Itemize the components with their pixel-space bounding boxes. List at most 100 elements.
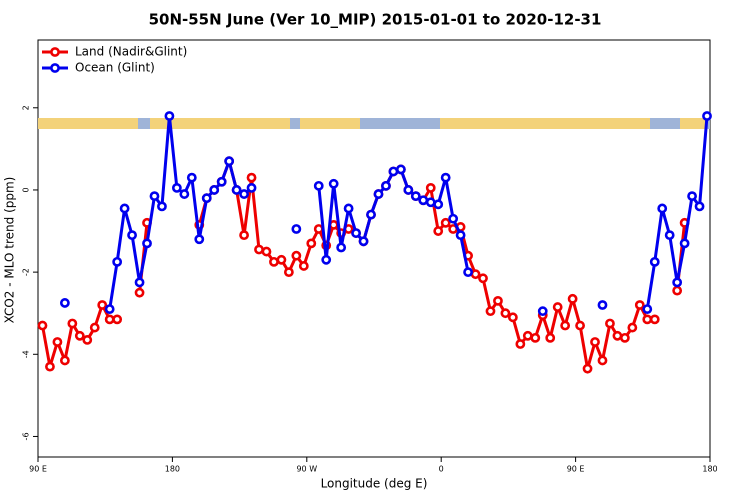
data-point	[522, 330, 533, 341]
data-point	[634, 300, 645, 310]
data-point	[254, 244, 264, 255]
data-point	[642, 314, 653, 325]
land-band	[440, 118, 650, 129]
series-line	[41, 159, 687, 371]
data-point	[448, 213, 459, 224]
data-point	[194, 234, 205, 245]
data-point	[179, 189, 190, 199]
data-point	[664, 230, 675, 241]
data-point	[119, 203, 130, 214]
data-point	[687, 191, 697, 202]
data-point	[433, 199, 444, 210]
data-point	[239, 230, 249, 241]
data-point	[52, 337, 63, 347]
y-tick-label: 2	[22, 105, 31, 110]
data-point	[455, 230, 466, 241]
data-point	[478, 273, 488, 284]
data-point	[261, 246, 272, 257]
data-point	[246, 172, 257, 183]
data-point	[425, 183, 436, 193]
x-tick-label: 180	[702, 465, 717, 474]
data-point	[313, 180, 324, 191]
data-point	[649, 256, 660, 267]
data-point	[597, 355, 608, 366]
data-point	[612, 330, 623, 341]
data-point	[112, 314, 123, 325]
data-point	[530, 332, 541, 343]
data-point	[627, 322, 638, 333]
data-point	[470, 269, 481, 280]
series-line	[108, 114, 709, 310]
data-point	[59, 298, 70, 308]
data-point	[672, 285, 683, 296]
data-point	[134, 277, 145, 288]
data-point	[642, 304, 653, 314]
data-point	[590, 337, 600, 347]
land-band	[300, 118, 360, 129]
data-point	[440, 172, 451, 183]
land-band	[680, 118, 705, 129]
data-point	[582, 363, 593, 374]
data-point	[343, 203, 354, 214]
data-point	[366, 209, 376, 220]
legend-marker	[50, 47, 60, 57]
y-tick-label: -4	[22, 350, 31, 358]
data-point	[171, 183, 182, 193]
data-point	[679, 238, 690, 249]
y-tick-label: 0	[22, 187, 31, 192]
data-point	[507, 312, 518, 323]
data-point	[649, 314, 660, 325]
legend-label: Ocean (Glint)	[75, 61, 155, 75]
data-point	[493, 295, 503, 306]
data-point	[545, 332, 556, 343]
data-point	[269, 256, 279, 267]
data-point	[358, 236, 369, 247]
data-point	[702, 111, 712, 121]
data-point	[395, 164, 406, 175]
data-point	[283, 267, 294, 278]
data-point	[351, 228, 361, 238]
legend: Land (Nadir&Glint) Ocean (Glint)	[42, 45, 187, 75]
data-point	[164, 111, 175, 121]
x-tick-label: 0	[439, 465, 444, 474]
data-point	[209, 185, 220, 195]
land-band	[38, 118, 138, 129]
data-point	[157, 201, 167, 212]
data-point	[515, 339, 526, 349]
plot-frame	[37, 39, 711, 458]
data-point	[597, 300, 608, 310]
y-tick-label: -2	[22, 268, 31, 276]
data-point	[425, 197, 436, 208]
data-point	[306, 238, 317, 249]
data-point	[552, 302, 563, 312]
data-point	[89, 322, 100, 333]
data-point	[142, 238, 152, 249]
data-point	[373, 189, 384, 199]
data-point	[104, 304, 115, 314]
land-band	[150, 118, 290, 129]
data-point	[298, 261, 309, 271]
data-point	[694, 201, 705, 212]
data-point	[567, 293, 578, 304]
data-point	[560, 320, 571, 331]
x-axis-label: Longitude (deg E)	[321, 477, 428, 491]
data-point	[440, 217, 451, 228]
data-point	[246, 183, 257, 193]
chart-title: 50N-55N June (Ver 10_MIP) 2015-01-01 to …	[149, 11, 602, 29]
x-tick-label: 90 E	[567, 465, 585, 474]
data-point	[276, 254, 287, 265]
data-point	[321, 254, 332, 265]
data-point	[328, 178, 339, 189]
data-point	[104, 314, 115, 325]
data-point	[313, 224, 324, 234]
data-point	[97, 300, 108, 310]
ocean-band	[38, 118, 710, 129]
data-point	[127, 230, 137, 241]
x-tick-label: 180	[165, 465, 180, 474]
data-point	[134, 287, 145, 298]
data-point	[201, 193, 212, 204]
data-point	[112, 256, 123, 267]
data-point	[239, 189, 249, 199]
data-point	[403, 185, 414, 195]
